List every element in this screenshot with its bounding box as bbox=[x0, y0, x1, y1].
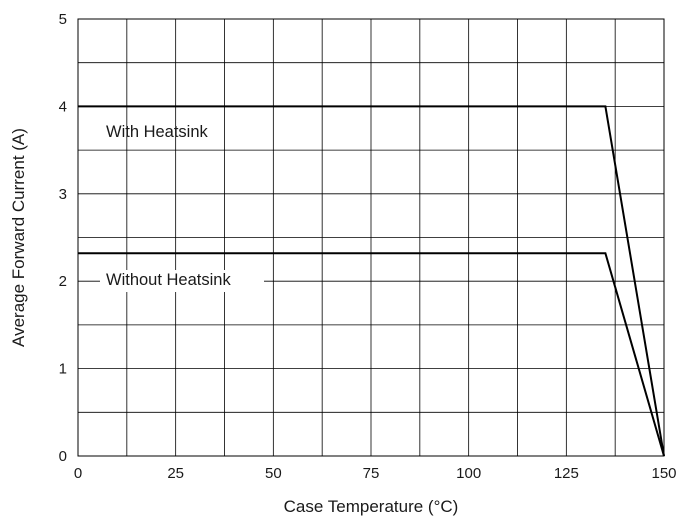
y-tick-label: 5 bbox=[59, 11, 67, 28]
x-tick-label: 100 bbox=[456, 465, 481, 482]
y-tick-label: 1 bbox=[59, 361, 67, 378]
x-tick-label: 125 bbox=[554, 465, 579, 482]
y-axis-title: Average Forward Current (A) bbox=[9, 128, 28, 347]
x-tick-label: 0 bbox=[74, 465, 82, 482]
y-tick-label: 3 bbox=[59, 186, 67, 203]
x-axis-ticks: 0 25 50 75 100 125 150 bbox=[74, 465, 677, 482]
y-axis-ticks: 0 1 2 3 4 5 bbox=[59, 11, 67, 465]
plot-frame bbox=[77, 18, 665, 457]
series-label-background bbox=[100, 270, 264, 292]
x-tick-label: 25 bbox=[167, 465, 184, 482]
series-label-1: With Heatsink bbox=[106, 123, 209, 141]
y-tick-label: 4 bbox=[59, 98, 67, 115]
x-tick-label: 150 bbox=[651, 465, 676, 482]
y-tick-label: 0 bbox=[59, 448, 67, 465]
series-labels: With Heatsink Without Heatsink bbox=[100, 123, 264, 292]
series-lines bbox=[78, 105, 665, 457]
series-line-2 bbox=[78, 252, 665, 457]
grid-lines bbox=[78, 19, 664, 456]
y-tick-label: 2 bbox=[59, 273, 67, 290]
x-tick-label: 50 bbox=[265, 465, 282, 482]
x-axis-title: Case Temperature (°C) bbox=[284, 497, 459, 516]
series-label-2: Without Heatsink bbox=[106, 271, 231, 289]
series-line-1 bbox=[78, 105, 665, 457]
x-tick-label: 75 bbox=[363, 465, 380, 482]
